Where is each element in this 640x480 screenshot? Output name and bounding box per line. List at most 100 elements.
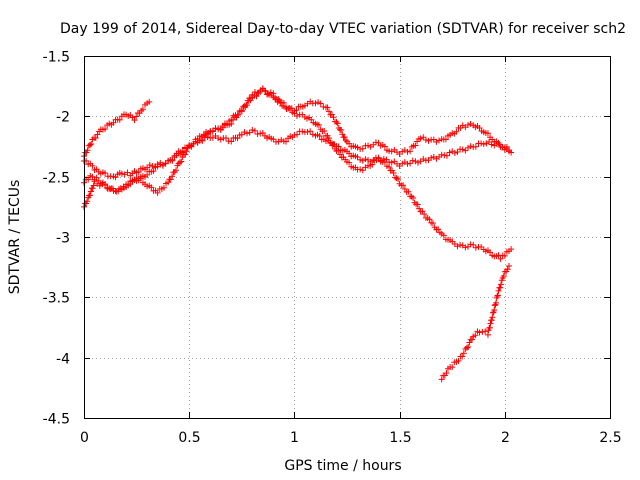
- x-tick-labels: 0 0.5 1 1.5 2 2.5: [80, 430, 622, 446]
- data-point: [425, 137, 432, 144]
- data-point: [454, 243, 461, 250]
- data-point: [154, 189, 161, 196]
- data-point: [137, 175, 144, 182]
- data-point: [207, 127, 214, 134]
- data-point: [342, 137, 349, 144]
- data-point: [443, 369, 450, 376]
- plot-frame: [84, 56, 611, 419]
- data-point: [223, 135, 230, 142]
- data-point: [484, 130, 491, 137]
- data-point: [294, 112, 301, 119]
- data-point: [243, 102, 250, 109]
- data-point: [118, 170, 125, 177]
- data-point: [488, 317, 495, 324]
- data-point: [204, 134, 211, 141]
- data-point: [133, 113, 140, 120]
- data-point: [495, 287, 502, 294]
- data-point: [404, 148, 411, 155]
- data-point: [249, 91, 256, 98]
- data-point: [167, 176, 174, 183]
- data-point: [438, 151, 445, 158]
- data-point: [476, 125, 483, 132]
- data-point: [336, 151, 343, 158]
- data-point: [489, 314, 496, 321]
- data-point: [506, 262, 513, 269]
- data-point: [304, 128, 311, 135]
- data-point: [467, 143, 474, 150]
- data-point: [148, 184, 155, 191]
- data-marks: [81, 85, 515, 383]
- axis-ticks: [84, 56, 611, 419]
- data-point: [183, 148, 190, 155]
- data-point: [179, 154, 186, 161]
- data-point: [357, 156, 364, 163]
- data-point: [464, 122, 471, 129]
- data-point: [244, 130, 251, 137]
- data-point: [380, 155, 387, 162]
- data-point: [498, 281, 505, 288]
- data-point: [89, 162, 96, 169]
- data-point: [410, 195, 417, 202]
- data-point: [400, 182, 407, 189]
- data-point: [362, 156, 369, 163]
- data-point: [93, 174, 100, 181]
- x-tick-label: 0.5: [178, 430, 200, 446]
- data-point: [501, 252, 508, 259]
- data-point: [369, 161, 376, 168]
- data-point: [87, 188, 94, 195]
- data-point: [479, 328, 486, 335]
- data-point: [346, 140, 353, 147]
- data-point: [107, 186, 114, 193]
- data-point: [294, 131, 301, 138]
- data-point: [508, 149, 515, 156]
- data-point: [454, 148, 461, 155]
- y-tick-label: -3: [56, 231, 70, 247]
- data-point: [96, 182, 103, 189]
- data-point: [320, 103, 327, 110]
- y-axis-label: SDTVAR / TECUs: [7, 180, 23, 295]
- data-point: [420, 155, 427, 162]
- data-point: [438, 376, 445, 383]
- data-point: [504, 266, 511, 273]
- data-point: [486, 324, 493, 331]
- data-point: [494, 292, 501, 299]
- data-point: [391, 158, 398, 165]
- data-point: [449, 364, 456, 371]
- data-point: [414, 201, 421, 208]
- data-point: [169, 173, 176, 180]
- grid-lines: [84, 56, 610, 418]
- data-point: [500, 272, 507, 279]
- data-point: [110, 119, 117, 126]
- data-point: [219, 124, 226, 131]
- y-tick-label: -2.5: [43, 171, 70, 187]
- data-point: [228, 138, 235, 145]
- data-point: [139, 106, 146, 113]
- data-point: [333, 119, 340, 126]
- data-point: [144, 171, 151, 178]
- x-axis-label: GPS time / hours: [284, 458, 401, 474]
- data-point: [247, 95, 254, 102]
- data-point: [467, 120, 474, 127]
- data-point: [399, 160, 406, 167]
- data-point: [493, 299, 500, 306]
- data-point: [265, 90, 272, 97]
- data-point: [144, 164, 151, 171]
- data-point: [466, 339, 473, 346]
- y-tick-label: -4.5: [43, 412, 70, 428]
- data-point: [325, 135, 332, 142]
- data-point: [407, 148, 414, 155]
- data-point: [408, 193, 415, 200]
- data-point: [508, 246, 515, 253]
- data-point: [341, 134, 348, 141]
- data-point: [495, 139, 502, 146]
- x-tick-label: 2.5: [599, 430, 621, 446]
- data-point: [412, 142, 419, 149]
- data-point: [440, 232, 447, 239]
- data-point: [494, 292, 501, 299]
- data-point: [334, 120, 341, 127]
- series-satellite-track-1: [81, 98, 153, 160]
- data-point: [457, 241, 464, 248]
- data-point: [491, 302, 498, 309]
- data-point: [346, 159, 353, 166]
